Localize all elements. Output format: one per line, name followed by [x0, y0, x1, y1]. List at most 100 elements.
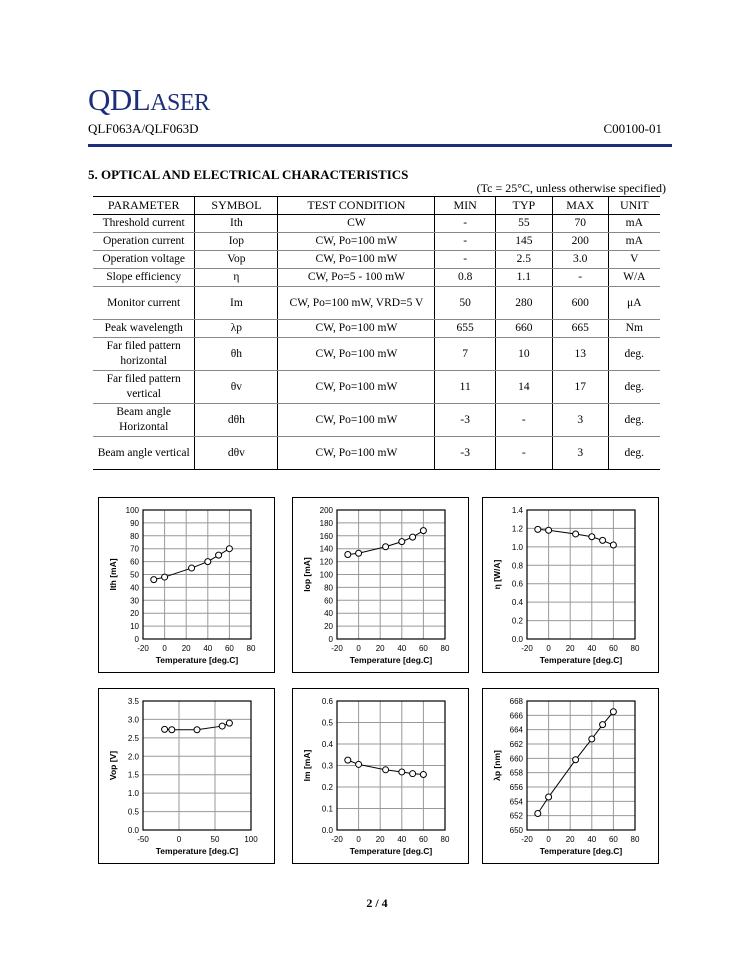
y-tick-label: 664 — [510, 726, 524, 735]
table-row: Threshold current Ith CW -55 70 mA — [93, 214, 660, 233]
cell-condition: CW, Po=100 mW — [277, 436, 435, 470]
x-tick-label: 100 — [244, 835, 258, 844]
cell-symbol: Iop — [194, 232, 278, 251]
cell-typ: 145 — [494, 232, 553, 251]
table-row: Operation current Iop CW, Po=100 mW -145 200… — [93, 232, 660, 251]
cell-unit: deg. — [607, 403, 660, 437]
cell-typ: - — [494, 403, 553, 437]
y-tick-label: 2.0 — [128, 752, 140, 761]
cell-parameter: Far filed pattern vertical — [93, 370, 195, 404]
data-point — [572, 756, 580, 764]
cell-min: 11 — [434, 370, 496, 404]
y-tick-label: 20 — [324, 622, 333, 631]
cell-min: - — [434, 250, 496, 269]
cell-typ: 280 — [494, 286, 553, 320]
plot-area — [526, 700, 636, 831]
column-header: UNIT — [607, 196, 660, 215]
data-point — [168, 726, 176, 734]
cell-min: -3 — [434, 436, 496, 470]
cell-min: 655 — [434, 319, 496, 338]
y-tick-label: 120 — [320, 558, 334, 567]
y-tick-label: 1.4 — [512, 506, 524, 515]
x-tick-label: 0 — [177, 835, 182, 844]
cell-unit: deg. — [607, 436, 660, 470]
x-tick-label: 60 — [419, 835, 428, 844]
y-tick-label: 0.6 — [322, 697, 334, 706]
cell-symbol: η — [194, 268, 278, 287]
x-tick-label: 80 — [441, 835, 450, 844]
section-title: 5. OPTICAL AND ELECTRICAL CHARACTERISTIC… — [88, 167, 409, 182]
x-tick-label: 20 — [182, 644, 191, 653]
x-tick-label: 20 — [376, 835, 385, 844]
y-tick-label: 0.0 — [322, 826, 334, 835]
y-tick-label: 90 — [130, 519, 139, 528]
data-point — [599, 536, 607, 544]
cell-max: - — [551, 268, 609, 287]
y-axis-label: Im [mA] — [302, 750, 312, 782]
data-point — [588, 735, 596, 743]
data-point — [355, 760, 363, 768]
cell-min: 0.8 — [434, 268, 496, 287]
cell-unit: W/A — [607, 268, 660, 287]
y-tick-label: 0 — [329, 635, 334, 644]
cell-symbol: dθv — [194, 436, 278, 470]
cell-parameter: Monitor current — [93, 286, 195, 320]
y-tick-label: 70 — [130, 545, 139, 554]
y-tick-label: 3.5 — [128, 697, 140, 706]
y-tick-label: 40 — [130, 583, 139, 592]
chart-1: 0 10 20 30 40 50 60 70 80 90 100 -20 0 20 40 60 80 Temper… — [98, 497, 275, 673]
cell-parameter: Beam angle Horizontal — [93, 403, 195, 437]
y-tick-label: 180 — [320, 519, 334, 528]
cell-max: 3 — [551, 403, 609, 437]
data-point — [218, 722, 226, 730]
x-tick-label: 80 — [631, 644, 640, 653]
table-row: Beam angle Horizontal dθh CW, Po=100 mW -3-… — [93, 403, 660, 437]
y-tick-label: 666 — [510, 711, 524, 720]
table-row: Peak wavelength λp CW, Po=100 mW 655 660 665 N… — [93, 319, 660, 338]
data-point — [545, 793, 553, 801]
y-tick-label: 1.0 — [128, 789, 140, 798]
cell-typ: 55 — [494, 214, 553, 233]
data-point — [409, 533, 417, 541]
data-point — [344, 756, 352, 764]
data-point — [534, 810, 542, 818]
data-point — [150, 576, 158, 584]
data-point — [398, 538, 406, 546]
plot-area — [336, 509, 446, 640]
y-tick-label: 0 — [135, 635, 140, 644]
table-row: Far filed pattern vertical θv CW, Po=100 m… — [93, 370, 660, 404]
cell-symbol: Ith — [194, 214, 278, 233]
cell-max: 600 — [551, 286, 609, 320]
cell-unit: deg. — [607, 370, 660, 404]
y-tick-label: 80 — [130, 532, 139, 541]
y-tick-label: 0.4 — [512, 598, 524, 607]
column-header: SYMBOL — [194, 196, 278, 215]
x-tick-label: 40 — [587, 835, 596, 844]
x-tick-label: 40 — [397, 835, 406, 844]
y-tick-label: 1.2 — [512, 524, 524, 533]
y-tick-label: 30 — [130, 596, 139, 605]
x-tick-label: 0 — [356, 835, 361, 844]
data-point — [225, 545, 233, 553]
qdlaser-logo: QDLASER — [88, 82, 210, 117]
document-number: C00100-01 — [603, 121, 663, 136]
cell-unit: Nm — [607, 319, 660, 338]
y-tick-label: 100 — [126, 506, 140, 515]
cell-unit: mA — [607, 232, 660, 251]
y-tick-label: 0.3 — [322, 762, 334, 771]
x-tick-label: 60 — [419, 644, 428, 653]
cell-min: 50 — [434, 286, 496, 320]
cell-max: 70 — [551, 214, 609, 233]
x-tick-label: 40 — [587, 644, 596, 653]
cell-typ: 2.5 — [494, 250, 553, 269]
y-tick-label: 656 — [510, 783, 524, 792]
cell-max: 3 — [551, 436, 609, 470]
cell-min: -3 — [434, 403, 496, 437]
x-tick-label: 0 — [546, 835, 551, 844]
cell-symbol: dθh — [194, 403, 278, 437]
y-tick-label: 60 — [130, 558, 139, 567]
y-axis-label: Ith [mA] — [108, 558, 118, 590]
y-tick-label: 0.2 — [512, 617, 524, 626]
